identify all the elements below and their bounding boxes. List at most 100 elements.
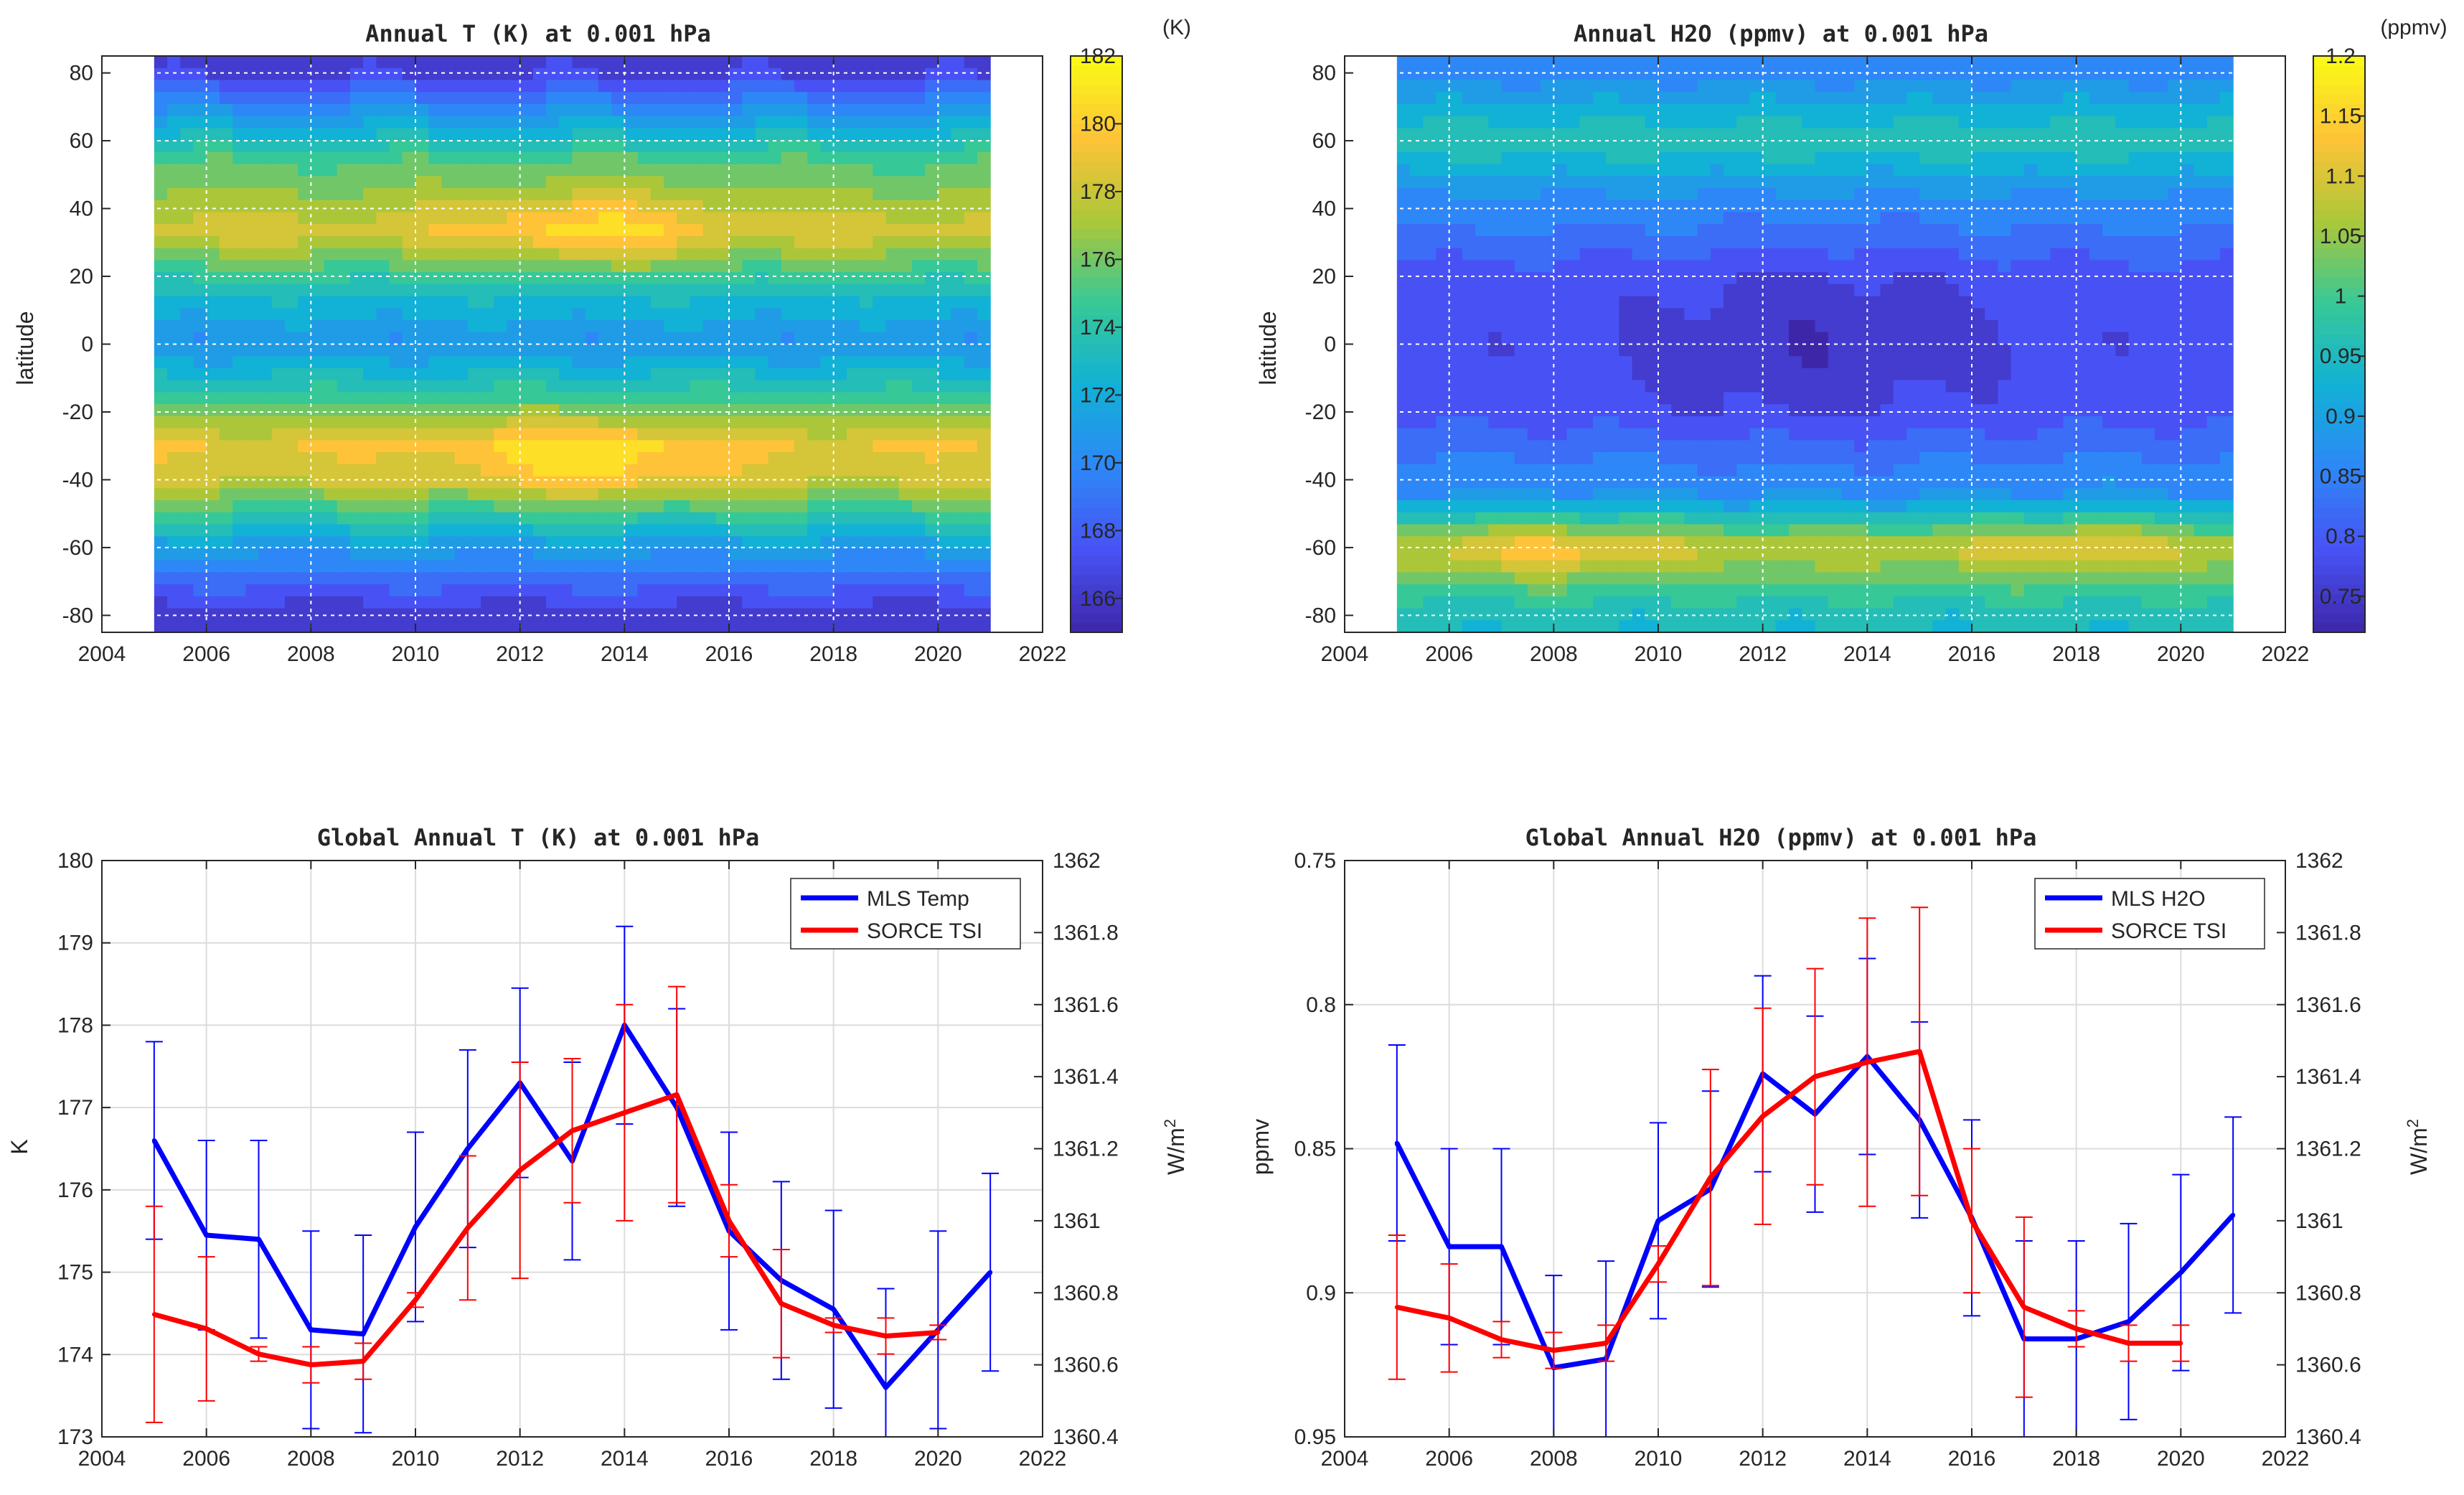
heatmap-cell bbox=[1553, 368, 1567, 380]
heatmap-cell bbox=[1606, 104, 1619, 116]
heatmap-cell bbox=[533, 380, 547, 393]
heatmap-cell bbox=[298, 404, 311, 416]
heatmap-cell bbox=[586, 248, 599, 261]
heatmap-cell bbox=[755, 68, 768, 80]
heatmap-cell bbox=[703, 428, 717, 441]
heatmap-cell bbox=[403, 596, 416, 609]
heatmap-cell bbox=[847, 620, 860, 632]
heatmap-cell bbox=[546, 236, 560, 248]
heatmap-cell bbox=[376, 212, 390, 224]
heatmap-cell bbox=[481, 428, 494, 441]
heatmap-cell bbox=[1580, 345, 1594, 357]
heatmap-cell bbox=[1684, 248, 1698, 261]
heatmap-cell bbox=[2011, 212, 2025, 224]
heatmap-cell bbox=[1567, 332, 1581, 345]
heatmap-cell bbox=[363, 224, 377, 236]
heatmap-cell bbox=[245, 596, 259, 609]
heatmap-cell bbox=[481, 260, 494, 272]
heatmap-cell bbox=[716, 428, 730, 441]
heatmap-cell bbox=[677, 488, 690, 500]
heatmap-cell bbox=[964, 572, 978, 584]
heatmap-cell bbox=[455, 428, 469, 441]
heatmap-cell bbox=[716, 452, 730, 464]
heatmap-cell bbox=[1475, 308, 1489, 320]
heatmap-cell bbox=[350, 176, 364, 188]
heatmap-cell bbox=[259, 477, 273, 489]
heatmap-cell bbox=[1619, 200, 1632, 212]
heatmap-cell bbox=[167, 92, 181, 104]
heatmap-cell bbox=[559, 345, 573, 357]
heatmap-cell bbox=[180, 404, 194, 416]
heatmap-cell bbox=[651, 404, 664, 416]
heatmap-cell bbox=[533, 320, 547, 332]
heatmap-cell bbox=[912, 380, 926, 393]
heatmap-cell bbox=[259, 176, 273, 188]
heatmap-cell bbox=[860, 345, 873, 357]
heatmap-cell bbox=[468, 56, 481, 68]
heatmap-cell bbox=[324, 440, 338, 452]
heatmap-cell bbox=[507, 212, 520, 224]
heatmap-cell bbox=[1894, 200, 1907, 212]
heatmap-cell bbox=[337, 188, 351, 200]
heatmap-cell bbox=[860, 56, 873, 68]
heatmap-cell bbox=[912, 224, 926, 236]
heatmap-cell bbox=[938, 488, 951, 500]
heatmap-cell bbox=[428, 128, 442, 140]
heatmap-cell bbox=[180, 248, 194, 261]
heatmap-cell bbox=[428, 236, 442, 248]
heatmap-cell bbox=[520, 188, 534, 200]
heatmap-cell bbox=[938, 260, 951, 272]
heatmap-cell bbox=[873, 488, 886, 500]
heatmap-cell bbox=[441, 320, 455, 332]
heatmap-cell bbox=[363, 584, 377, 596]
heatmap-cell bbox=[664, 356, 677, 368]
heatmap-cell bbox=[768, 188, 782, 200]
heatmap-cell bbox=[350, 200, 364, 212]
heatmap-cell bbox=[2102, 332, 2116, 345]
heatmap-cell bbox=[207, 488, 220, 500]
heatmap-cell bbox=[820, 80, 834, 92]
heatmap-cell bbox=[415, 452, 429, 464]
heatmap-cell bbox=[1959, 248, 1972, 261]
heatmap-cell bbox=[1553, 56, 1567, 68]
heatmap-cell bbox=[964, 92, 978, 104]
heatmap-cell bbox=[820, 464, 834, 477]
heatmap-cell bbox=[586, 512, 599, 525]
heatmap-cell bbox=[834, 152, 847, 164]
heatmap-cell bbox=[285, 104, 298, 116]
heatmap-cell bbox=[1632, 116, 1646, 128]
heatmap-cell bbox=[167, 620, 181, 632]
heatmap-cell bbox=[912, 477, 926, 489]
heatmap-cell bbox=[716, 296, 730, 309]
heatmap-cell bbox=[703, 477, 717, 489]
heatmap-cell bbox=[2050, 368, 2064, 380]
heatmap-cell bbox=[729, 92, 743, 104]
heatmap-cell bbox=[951, 236, 965, 248]
heatmap-cell bbox=[1749, 56, 1763, 68]
heatmap-cell bbox=[167, 464, 181, 477]
heatmap-cell bbox=[716, 176, 730, 188]
heatmap-cell bbox=[363, 260, 377, 272]
heatmap-cell bbox=[1894, 260, 1907, 272]
heatmap-cell bbox=[664, 584, 677, 596]
heatmap-cell bbox=[193, 572, 207, 584]
heatmap-cell bbox=[220, 296, 233, 309]
heatmap-cell bbox=[546, 80, 560, 92]
heatmap-cell bbox=[363, 620, 377, 632]
heatmap-cell bbox=[925, 416, 939, 428]
x-tick-label: 2008 bbox=[287, 642, 335, 666]
heatmap-cell bbox=[912, 308, 926, 320]
heatmap-cell bbox=[1828, 200, 1842, 212]
heatmap-cell bbox=[507, 188, 520, 200]
heatmap-cell bbox=[794, 128, 808, 140]
heatmap-cell bbox=[324, 596, 338, 609]
heatmap-cell bbox=[951, 80, 965, 92]
heatmap-cell bbox=[428, 92, 442, 104]
heatmap-cell bbox=[1711, 368, 1724, 380]
heatmap-cell bbox=[1919, 56, 1933, 68]
heatmap-cell bbox=[703, 596, 717, 609]
heatmap-cell bbox=[1502, 260, 1515, 272]
colorbar-segment bbox=[1071, 142, 1122, 152]
heatmap-cell bbox=[1475, 284, 1489, 296]
heatmap-cell bbox=[311, 428, 324, 441]
